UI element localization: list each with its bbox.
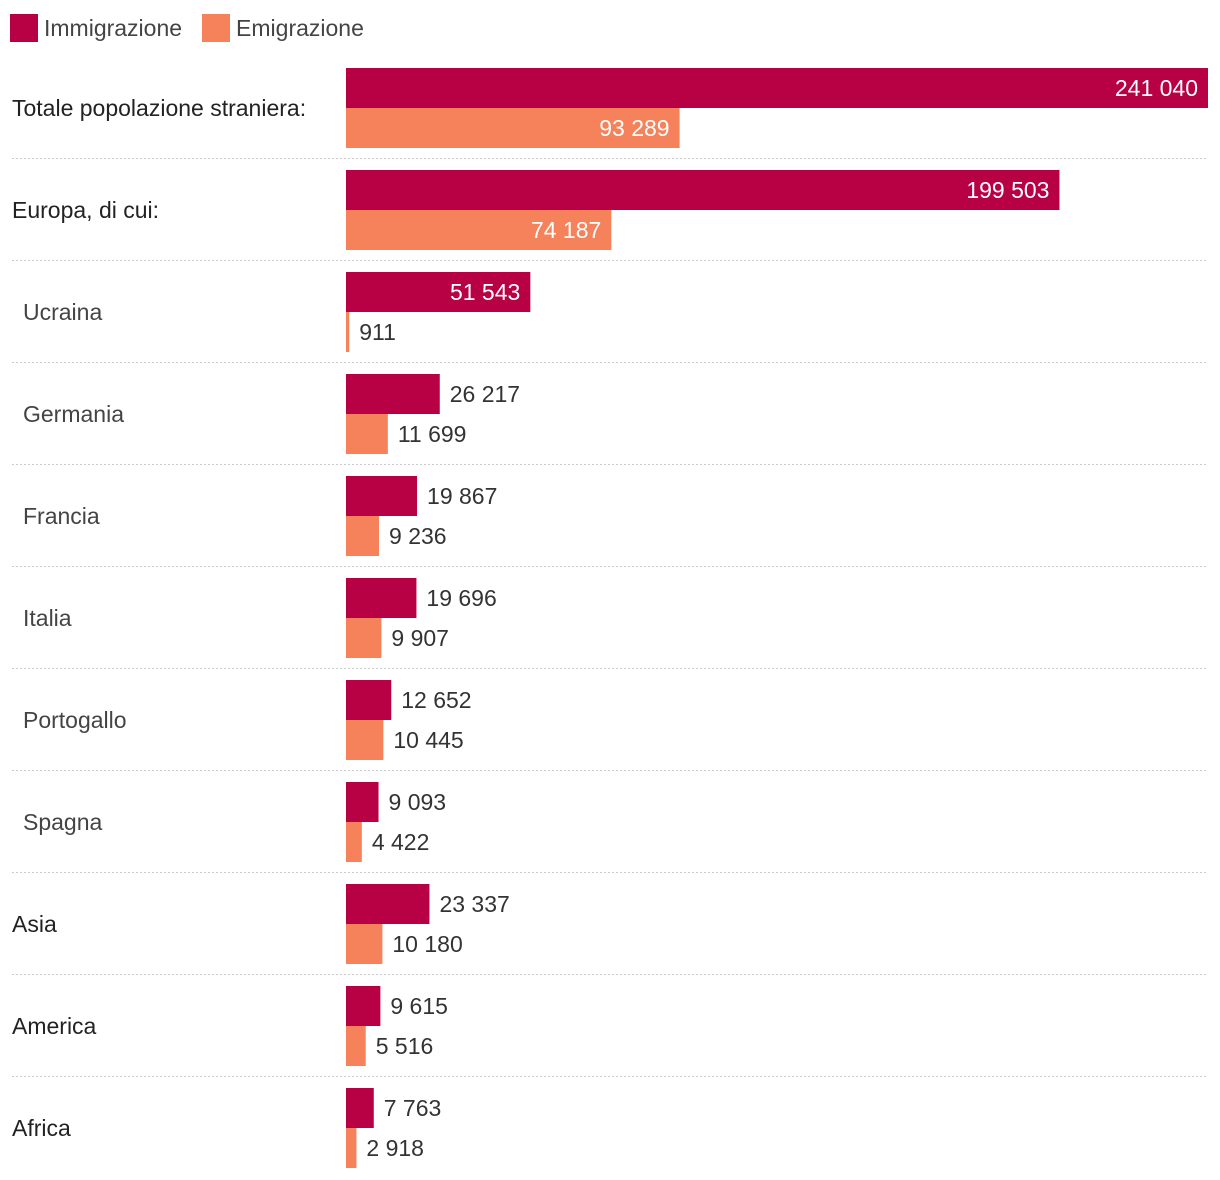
bar-chart: Totale popolazione straniera: 241 040 93 2…: [12, 68, 1208, 1168]
bar-emigration: [346, 210, 612, 250]
value-label-emigration: 93 289: [599, 115, 669, 141]
bar-immigration: [346, 374, 440, 414]
value-label-emigration: 2 918: [366, 1135, 424, 1161]
category-label: Germania: [23, 401, 124, 427]
legend: Immigrazione Emigrazione: [10, 14, 384, 42]
value-label-immigration: 9 093: [389, 789, 447, 815]
legend-swatch-immigration: [10, 14, 38, 42]
value-label-immigration: 23 337: [439, 891, 509, 917]
bar-immigration: [346, 578, 417, 618]
value-label-emigration: 5 516: [376, 1033, 434, 1059]
category-label: Francia: [23, 503, 100, 529]
category-label: Europa, di cui:: [12, 197, 159, 223]
bar-emigration: [346, 618, 382, 658]
bar-emigration: [346, 108, 680, 148]
value-label-immigration: 51 543: [450, 279, 520, 305]
value-label-emigration: 10 180: [392, 931, 462, 957]
legend-swatch-emigration: [202, 14, 231, 42]
bar-immigration: [346, 884, 430, 924]
bar-emigration: [346, 414, 388, 454]
bar-immigration: [346, 1088, 374, 1128]
value-label-immigration: 19 696: [426, 585, 496, 611]
category-label: Italia: [23, 605, 72, 631]
value-label-immigration: 9 615: [390, 993, 448, 1019]
value-label-emigration: 11 699: [398, 421, 467, 447]
value-label-emigration: 911: [359, 319, 396, 345]
bar-emigration: [346, 312, 350, 352]
category-label: Spagna: [23, 809, 103, 835]
category-label: Portogallo: [23, 707, 127, 733]
value-label-immigration: 7 763: [384, 1095, 442, 1121]
bar-immigration: [346, 680, 392, 720]
value-label-immigration: 19 867: [427, 483, 497, 509]
bar-emigration: [346, 516, 380, 556]
bar-emigration: [346, 720, 384, 760]
bar-emigration: [346, 924, 383, 964]
bar-immigration: [346, 476, 418, 516]
bar-immigration: [346, 272, 531, 312]
legend-item-immigration: Immigrazione: [10, 14, 182, 42]
bar-immigration: [346, 170, 1060, 210]
value-label-emigration: 74 187: [531, 217, 601, 243]
legend-label-emigration: Emigrazione: [236, 14, 364, 41]
category-label: Ucraina: [23, 299, 102, 325]
category-label: America: [12, 1013, 97, 1039]
legend-item-emigration: Emigrazione: [202, 14, 364, 42]
bar-immigration: [346, 986, 381, 1026]
bar-emigration: [346, 1128, 357, 1168]
value-label-emigration: 4 422: [372, 829, 430, 855]
category-label: Africa: [12, 1115, 71, 1141]
value-label-immigration: 12 652: [401, 687, 471, 713]
value-label-immigration: 26 217: [450, 381, 520, 407]
category-label: Asia: [12, 911, 57, 937]
legend-label-immigration: Immigrazione: [44, 14, 183, 41]
value-label-emigration: 9 236: [389, 523, 447, 549]
value-label-emigration: 9 907: [391, 625, 449, 651]
bar-emigration: [346, 1026, 366, 1066]
value-label-emigration: 10 445: [393, 727, 463, 753]
value-label-immigration: 199 503: [966, 177, 1049, 203]
bar-immigration: [346, 68, 1208, 108]
category-label: Totale popolazione straniera:: [12, 95, 306, 121]
bar-emigration: [346, 822, 362, 862]
value-label-immigration: 241 040: [1115, 75, 1198, 101]
bar-immigration: [346, 782, 379, 822]
